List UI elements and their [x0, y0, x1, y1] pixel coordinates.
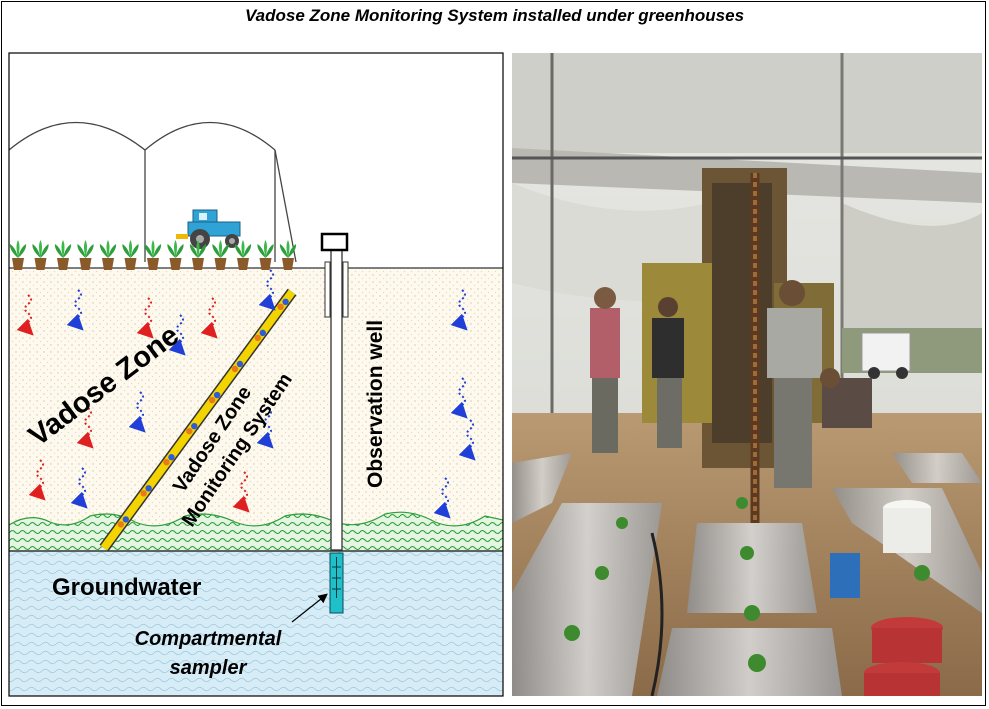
plant-icon: [32, 240, 49, 270]
plant-icon: [99, 240, 117, 270]
plant-icon: [212, 240, 229, 270]
sensor-dot: [168, 454, 175, 461]
sensor-dot: [145, 485, 152, 492]
sensor-dot: [122, 516, 129, 523]
vms-sleeve: [99, 288, 297, 552]
sampler-label-line1: Compartmental: [135, 628, 282, 650]
sensor-dot: [191, 422, 198, 430]
plant-icon: [9, 240, 27, 270]
figure-title: Vadose Zone Monitoring System installed …: [244, 6, 745, 25]
plant-icon: [122, 240, 139, 270]
observation-well: [320, 232, 349, 551]
plant-icon: [167, 240, 184, 270]
greenhouse-outline: [9, 122, 297, 263]
plant-icon: [257, 240, 274, 270]
sensor-dot: [186, 427, 193, 435]
sensor-dot: [277, 303, 284, 310]
plant-icon: [234, 240, 252, 270]
diagram-border: [8, 52, 504, 697]
plant-icon: [279, 240, 297, 270]
plant-icon: [77, 240, 94, 270]
greenhouse-photo: [512, 53, 982, 696]
sensor-dot: [140, 490, 147, 497]
capillary-fringe: [9, 511, 503, 554]
vadose-zone-area: [9, 268, 503, 553]
groundwater-label: Groundwater: [52, 574, 201, 601]
sensor-dot: [236, 360, 244, 368]
sensor-dot: [282, 298, 289, 305]
sensor-dot: [208, 396, 216, 404]
sensor-dot: [259, 329, 266, 337]
sampler-pointer: [291, 593, 328, 623]
sensor-dot: [163, 459, 170, 466]
compartmental-sampler: [329, 552, 344, 614]
groundwater-area: [9, 551, 503, 696]
observation-well-label: Observation well: [364, 320, 387, 488]
sampler-label-line2: sampler: [170, 657, 248, 679]
sensor-dot: [231, 365, 239, 373]
sensor-dot: [254, 334, 261, 342]
plant-icon: [144, 240, 162, 270]
sky-area: [9, 53, 503, 268]
tractor-icon: [176, 209, 241, 249]
plant-icon: [54, 240, 72, 270]
plant-icon: [189, 240, 207, 270]
sensor-dot: [117, 521, 125, 528]
plant-row: [9, 240, 297, 270]
sensor-dot: [213, 391, 221, 399]
